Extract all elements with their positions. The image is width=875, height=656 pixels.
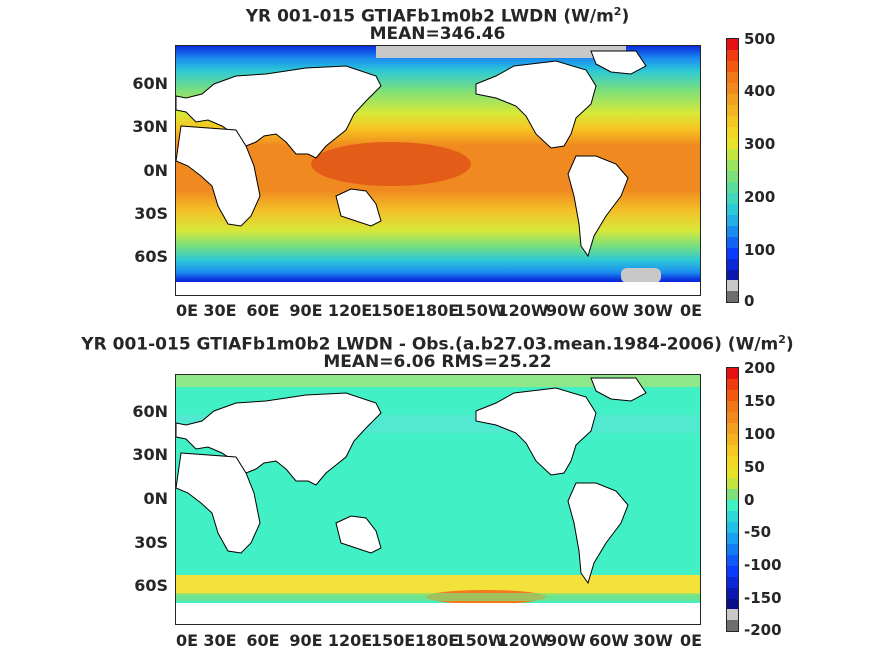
panel1-xlabel: 120W	[497, 301, 549, 320]
panel1-ylabel: 60S	[134, 247, 168, 266]
panel1-warm-pool	[311, 142, 471, 186]
panel1-title-close: )	[621, 6, 630, 27]
panel1-xlabel: 0E	[679, 301, 703, 320]
panel1-cbar-label: 400	[744, 82, 776, 100]
panel1-cbar-label: 100	[744, 241, 776, 259]
panel2-cbar-label: -50	[744, 523, 772, 541]
panel2-xlabel: 60W	[589, 631, 629, 650]
panel1-xlabel: 60E	[246, 301, 280, 320]
panel2-cbar-label: 0	[744, 491, 755, 509]
panel2-xlabel: 120W	[497, 631, 549, 650]
panel1-mean: MEAN=346.46	[369, 24, 506, 44]
panel2-ylabel: 30N	[132, 445, 168, 464]
panel2-cbar-label: 100	[744, 425, 776, 443]
panel2-cbar-label: 50	[744, 458, 765, 476]
panel2-xlabel: 30E	[203, 631, 237, 650]
panel1-ylabel: 0N	[143, 161, 168, 180]
panel2-colorbar	[726, 367, 739, 632]
panel1-xlabel: 30W	[633, 301, 673, 320]
panel2-ylabel: 60N	[132, 402, 168, 421]
panel2-land	[176, 377, 647, 585]
panel1-arctic-ice	[376, 46, 626, 58]
panel2-xlabel: 60E	[246, 631, 280, 650]
panel2-xlabel: 0E	[679, 631, 703, 650]
panel2-title: YR 001-015 GTIAFb1m0b2 LWDN - Obs.(a.b27…	[0, 330, 875, 355]
panel2-title-close: )	[785, 334, 794, 355]
panel1-cbar-label: 200	[744, 188, 776, 206]
panel2-cbar-label: -200	[744, 621, 782, 639]
panel2-title-text: YR 001-015 GTIAFb1m0b2 LWDN - Obs.(a.b27…	[81, 334, 779, 355]
panel1-title-sup: 2	[613, 5, 622, 18]
panel2-southern-band	[176, 575, 700, 595]
panel2-ylabel: 0N	[143, 489, 168, 508]
panel2-xlabel: 90E	[289, 631, 323, 650]
panel1-antarctica	[176, 282, 700, 295]
panel2-xlabel: 120E	[327, 631, 373, 650]
panel2-cbar-label: 200	[744, 359, 776, 377]
panel2-ylabel: 60S	[134, 576, 168, 595]
panel2-map	[175, 374, 701, 625]
panel1-xlabel: 60W	[589, 301, 629, 320]
panel2-cbar-label: 150	[744, 392, 776, 410]
panel1-xlabel: 150W	[454, 301, 506, 320]
panel2-xlabel: 0E	[175, 631, 199, 650]
panel2-stats: MEAN=6.06 RMS=25.22	[323, 352, 552, 372]
panel1-map	[175, 45, 701, 296]
panel1-weddell-ice	[621, 268, 661, 283]
panel1-xlabel: 90E	[289, 301, 323, 320]
panel1-cbar-label: 300	[744, 135, 776, 153]
panel1-xlabel: 90W	[546, 301, 586, 320]
panel1-xlabel: 180E	[414, 301, 460, 320]
panel1-land	[176, 50, 647, 258]
panel1-ylabel: 30N	[132, 117, 168, 136]
panel1-ylabel: 60N	[132, 74, 168, 93]
panel1-xlabel: 30E	[203, 301, 237, 320]
panel1-cbar-label: 0	[744, 292, 755, 310]
panel2-ylabel: 30S	[134, 533, 168, 552]
panel1-ylabel: 30S	[134, 204, 168, 223]
panel2-arctic-band	[176, 375, 700, 387]
panel1-cbar-label: 500	[744, 30, 776, 48]
panel2-title-sup: 2	[778, 333, 786, 346]
panel2-antarctica	[176, 603, 700, 624]
panel2-cbar-label: -100	[744, 556, 782, 574]
panel1-xlabel: 150E	[370, 301, 416, 320]
panel2-cbar-label: -150	[744, 589, 782, 607]
panel2-southern-edge	[176, 593, 700, 601]
panel2-xlabel: 150E	[370, 631, 416, 650]
panel1-colorbar	[726, 38, 739, 303]
panel1-xlabel: 0E	[175, 301, 199, 320]
panel2-xlabel: 30W	[633, 631, 673, 650]
panel1-title: YR 001-015 GTIAFb1m0b2 LWDN (W/m2)	[0, 2, 875, 27]
panel2-xlabel: 90W	[546, 631, 586, 650]
panel1-title-text: YR 001-015 GTIAFb1m0b2 LWDN (W/m	[245, 6, 614, 27]
panel2-xlabel: 150W	[454, 631, 506, 650]
panel1-xlabel: 120E	[327, 301, 373, 320]
panel2-xlabel: 180E	[414, 631, 460, 650]
